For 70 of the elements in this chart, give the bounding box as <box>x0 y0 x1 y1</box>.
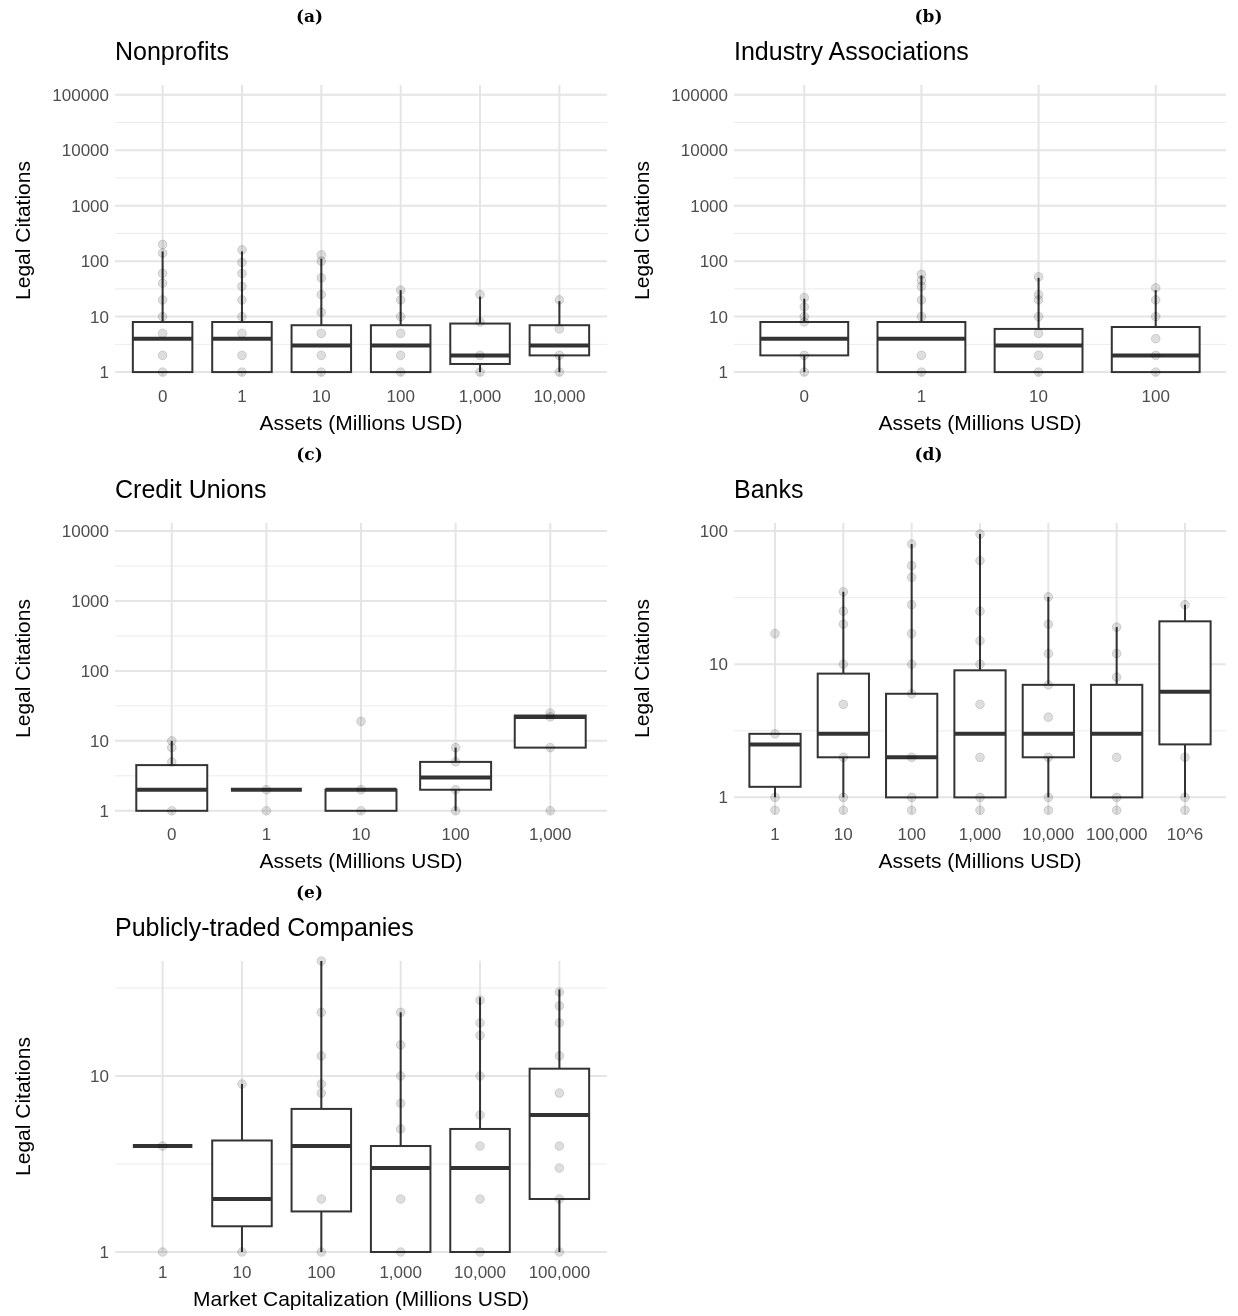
y-tick-label: 10 <box>709 655 728 675</box>
x-axis-title: Assets (Millions USD) <box>259 849 463 872</box>
y-tick-label: 1 <box>99 363 109 383</box>
y-tick-label: 100000 <box>52 85 109 105</box>
x-tick-label: 100 <box>1141 387 1170 406</box>
chart-subtitle: Credit Unions <box>115 475 267 503</box>
y-tick-label: 100 <box>80 661 109 681</box>
chart-title: (d) <box>914 444 943 464</box>
x-tick-label: 10 <box>351 825 371 844</box>
y-axis-title: Legal Citations <box>11 161 34 300</box>
chart-subtitle: Banks <box>734 475 804 503</box>
y-tick-label: 10 <box>90 1066 109 1086</box>
x-tick-label: 100,000 <box>1085 825 1148 844</box>
x-axis-title: Assets (Millions USD) <box>878 411 1082 434</box>
y-tick-label: 10000 <box>61 521 109 541</box>
x-tick-label: 10^6 <box>1166 825 1204 844</box>
x-tick-label: 10,000 <box>454 1263 507 1282</box>
x-tick-label: 1 <box>916 387 927 406</box>
y-tick-label: 100000 <box>671 85 728 105</box>
y-tick-label: 1 <box>99 1242 109 1262</box>
x-tick-label: 0 <box>167 825 177 844</box>
chart-subtitle: Industry Associations <box>734 37 969 65</box>
y-tick-label: 1000 <box>71 591 109 611</box>
x-tick-label: 1 <box>770 825 780 844</box>
chart-title: (e) <box>296 882 323 902</box>
chart-subtitle: Publicly-traded Companies <box>115 913 414 941</box>
x-tick-label: 100 <box>307 1263 336 1282</box>
x-tick-label: 10 <box>232 1263 252 1282</box>
x-tick-label: 0 <box>799 387 810 406</box>
y-tick-label: 10 <box>90 307 109 327</box>
y-axis-title: Legal Citations <box>11 599 34 738</box>
x-tick-label: 100 <box>897 825 926 844</box>
x-tick-label: 1,000 <box>958 825 1002 844</box>
x-tick-label: 10 <box>1029 387 1049 406</box>
chart-title: (b) <box>914 6 943 26</box>
x-tick-label: 1,000 <box>379 1263 422 1282</box>
y-axis-title: Legal Citations <box>630 161 653 300</box>
y-tick-label: 10000 <box>680 141 728 161</box>
chart-subtitle: Nonprofits <box>115 37 229 65</box>
y-tick-label: 1 <box>718 363 728 383</box>
x-tick-label: 1 <box>237 387 247 406</box>
y-tick-label: 1000 <box>690 196 728 216</box>
y-axis-title: Legal Citations <box>630 599 653 738</box>
y-tick-label: 100 <box>699 252 728 272</box>
y-tick-label: 1 <box>99 801 109 821</box>
y-tick-label: 10 <box>709 307 728 327</box>
y-axis-title: Legal Citations <box>11 1037 34 1176</box>
x-tick-label: 1,000 <box>528 825 572 844</box>
y-tick-label: 1 <box>718 788 728 808</box>
x-tick-label: 10 <box>311 387 331 406</box>
x-tick-label: 100 <box>441 825 470 844</box>
y-tick-label: 100 <box>699 522 728 542</box>
y-tick-label: 1000 <box>71 196 109 216</box>
chart-title: (a) <box>295 6 324 26</box>
x-tick-label: 100,000 <box>528 1263 591 1282</box>
y-tick-label: 10 <box>90 731 109 751</box>
y-tick-label: 100 <box>80 252 109 272</box>
x-axis-title: Assets (Millions USD) <box>259 411 463 434</box>
x-tick-label: 1 <box>157 1263 168 1282</box>
chart-title: (c) <box>296 444 323 464</box>
x-tick-label: 1 <box>261 825 272 844</box>
x-axis-title: Market Capitalization (Millions USD) <box>192 1287 530 1310</box>
x-tick-label: 100 <box>386 387 415 406</box>
x-tick-label: 0 <box>157 387 168 406</box>
x-tick-label: 10 <box>833 825 853 844</box>
x-tick-label: 1,000 <box>458 387 502 406</box>
x-tick-label: 10,000 <box>533 387 586 406</box>
x-axis-title: Assets (Millions USD) <box>878 849 1082 872</box>
x-tick-label: 10,000 <box>1022 825 1075 844</box>
y-tick-label: 10000 <box>61 141 109 161</box>
